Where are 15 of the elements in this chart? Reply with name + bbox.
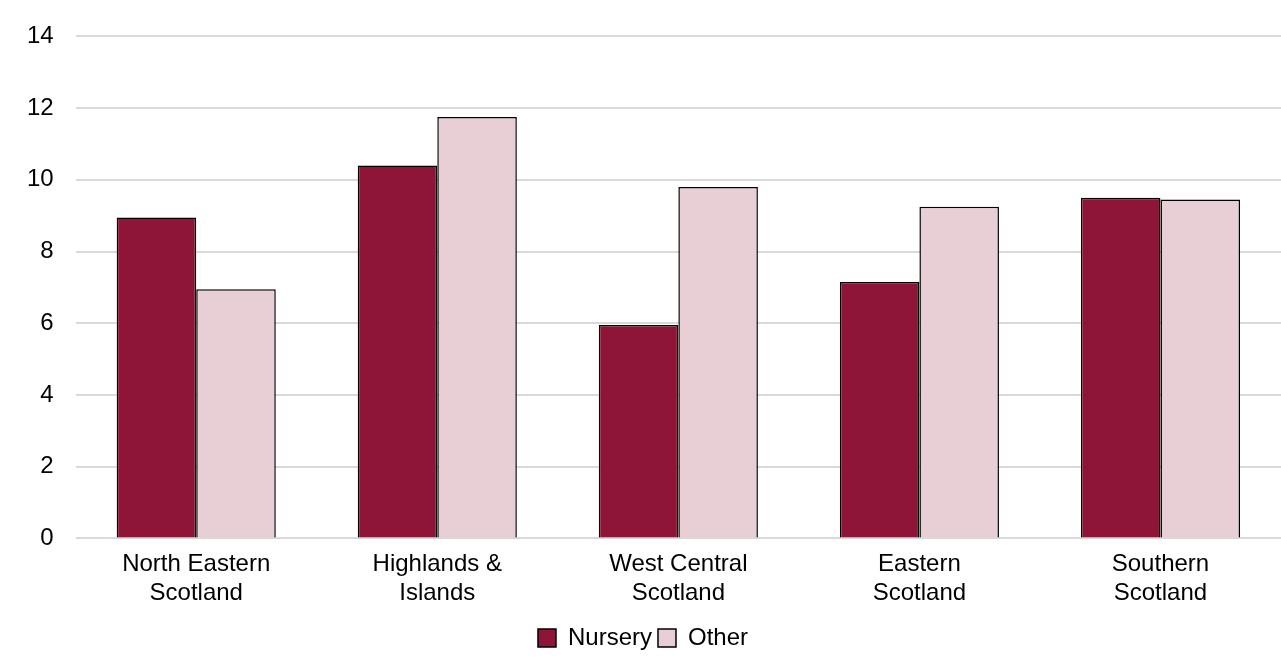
y-tick-label: 4 xyxy=(40,379,54,407)
x-tick-label: West Central Scotland xyxy=(609,549,748,606)
y-tick-label: 2 xyxy=(40,451,54,479)
x-tick-label: Eastern Scotland xyxy=(872,549,967,606)
y-tick-label: 14 xyxy=(26,21,54,49)
y-tick-label: 10 xyxy=(26,164,54,192)
legend-label: Nursery xyxy=(567,622,652,650)
x-tick-label: North Eastern Scotland xyxy=(122,549,271,606)
y-tick-label: 12 xyxy=(26,92,54,120)
x-tick-label: Southern Scotland xyxy=(1111,549,1210,606)
y-tick-label: 8 xyxy=(40,236,54,264)
y-tick-label: 0 xyxy=(40,523,54,551)
y-tick-label: 6 xyxy=(40,307,54,335)
x-tick-label: Highlands & Islands xyxy=(372,549,502,606)
legend-label: Other xyxy=(687,622,749,650)
